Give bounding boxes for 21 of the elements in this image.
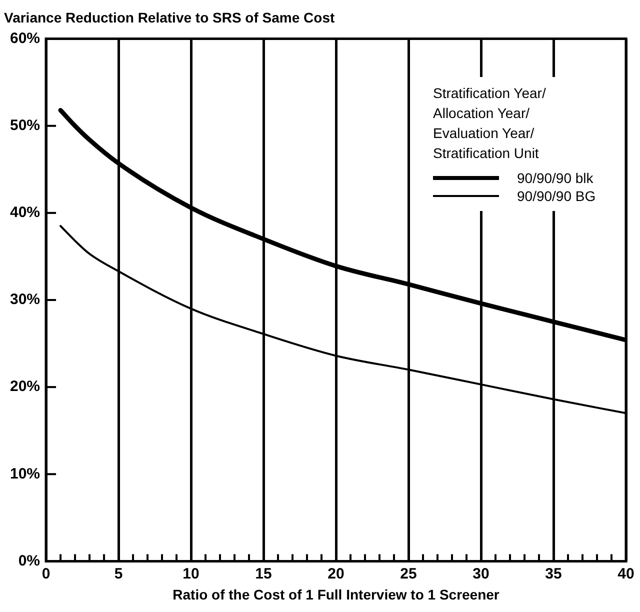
x-tick-label: 30 [472, 565, 490, 582]
y-tick-label: 40% [10, 204, 40, 222]
x-tick-label: 35 [545, 565, 562, 582]
x-tick-label: 10 [182, 565, 200, 582]
y-tick-label: 0% [18, 552, 40, 570]
x-tick-label: 0 [42, 565, 50, 582]
legend-label: 90/90/90 BG [517, 188, 596, 204]
x-tick-label: 25 [400, 565, 417, 582]
y-tick-label: 10% [10, 465, 40, 482]
y-axis-title: Variance Reduction Relative to SRS of Same Cost [4, 9, 335, 26]
y-tick-label: 30% [10, 291, 40, 308]
y-tick-label: 50% [10, 117, 40, 134]
x-tick-label: 5 [114, 565, 123, 582]
x-tick-label: 15 [255, 565, 272, 582]
x-axis-title: Ratio of the Cost of 1 Full Interview to 1 Screener [172, 586, 500, 602]
x-tick-label: 40 [618, 565, 634, 582]
legend-label: 90/90/90 blk [517, 170, 594, 186]
y-tick-label: 20% [10, 378, 40, 396]
x-tick-label: 20 [328, 565, 344, 582]
y-tick-label: 60% [10, 30, 40, 47]
legend-title: Stratification Year/ Allocation Year/ Evaluation Year/ Stratification Unit [433, 84, 547, 163]
